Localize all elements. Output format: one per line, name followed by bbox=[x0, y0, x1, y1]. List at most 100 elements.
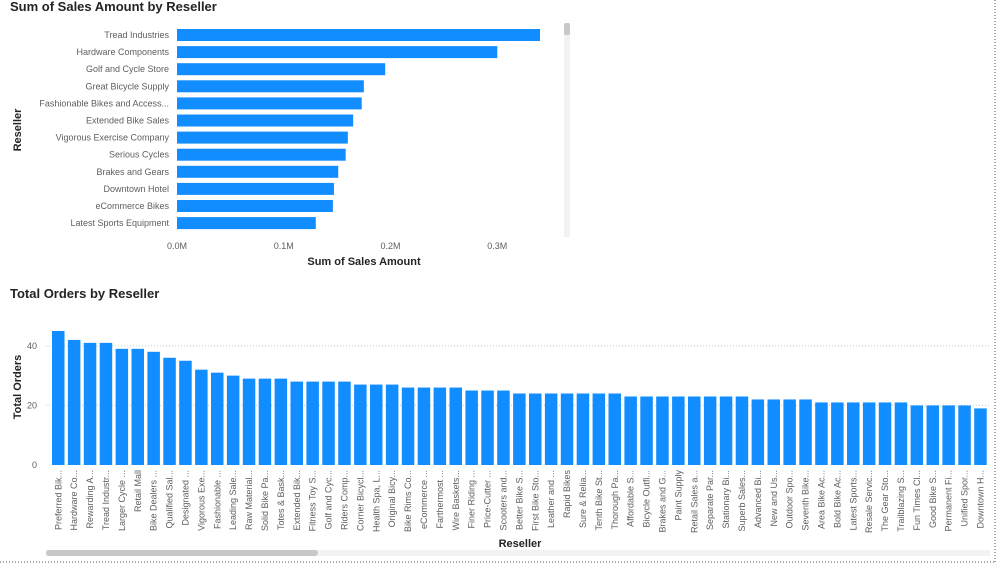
chart2-bar[interactable] bbox=[878, 402, 892, 465]
chart2-bar[interactable] bbox=[783, 399, 796, 465]
chart1-category-labels: Tread Industries Hardware Components Golf … bbox=[39, 30, 169, 228]
chart2-bar[interactable] bbox=[672, 396, 685, 465]
chart2-bar[interactable] bbox=[831, 402, 844, 465]
chart2-bar[interactable] bbox=[640, 396, 653, 465]
chart2-bar[interactable] bbox=[52, 330, 65, 465]
sales-by-reseller-chart: Sum of Sales Amount by Reseller Tread In… bbox=[10, 0, 570, 268]
chart2-category-label: Hardware Co... bbox=[69, 470, 79, 531]
chart2-bar[interactable] bbox=[338, 381, 351, 465]
chart2-bar[interactable] bbox=[974, 408, 987, 465]
chart2-bar[interactable] bbox=[242, 378, 256, 465]
chart1-bar[interactable] bbox=[177, 80, 364, 93]
chart2-x-axis-title: Reseller bbox=[499, 538, 543, 550]
chart1-bar[interactable] bbox=[177, 114, 354, 127]
chart2-bar[interactable] bbox=[958, 405, 971, 465]
chart2-bar[interactable] bbox=[942, 405, 955, 465]
chart2-category-label: Fashionable ... bbox=[212, 470, 222, 529]
chart2-bar[interactable] bbox=[481, 390, 494, 465]
chart2-bar[interactable] bbox=[433, 387, 447, 465]
chart2-category-label: First Bike Sto... bbox=[530, 470, 540, 531]
chart2-category-label: eCommerce ... bbox=[419, 470, 429, 529]
chart2-bar[interactable] bbox=[67, 339, 81, 465]
chart2-bar[interactable] bbox=[401, 387, 415, 465]
chart2-bar[interactable] bbox=[910, 405, 924, 465]
chart2-bar[interactable] bbox=[497, 390, 510, 465]
chart2-bar[interactable] bbox=[560, 393, 574, 465]
chart2-bar[interactable] bbox=[513, 393, 526, 465]
chart2-bar[interactable] bbox=[195, 369, 208, 465]
chart2-bar[interactable] bbox=[751, 399, 765, 465]
chart2-bar[interactable] bbox=[163, 357, 176, 465]
chart2-category-label: Good Bike S... bbox=[928, 470, 938, 528]
chart2-category-label: The Gear Sto... bbox=[880, 470, 890, 532]
chart2-bar[interactable] bbox=[767, 399, 781, 465]
chart2-bar[interactable] bbox=[179, 360, 192, 465]
chart2-bar[interactable] bbox=[274, 378, 288, 465]
chart2-category-label: Permanent Fi... bbox=[944, 470, 954, 532]
chart2-category-label: Bold Bike Ac... bbox=[832, 470, 842, 528]
chart1-x-tick-labels: 0.0M 0.1M 0.2M 0.3M bbox=[167, 241, 507, 251]
chart1-x-tick-label: 0.2M bbox=[381, 241, 401, 251]
chart2-category-label: Seventh Bike... bbox=[801, 470, 811, 531]
chart2-y-axis-title: Total Orders bbox=[12, 355, 24, 420]
chart1-bar[interactable] bbox=[177, 131, 348, 144]
chart2-category-label: Retail Mall bbox=[133, 470, 143, 512]
chart2-bar[interactable] bbox=[290, 381, 304, 465]
chart2-bar[interactable] bbox=[131, 348, 145, 465]
chart1-bar[interactable] bbox=[177, 148, 346, 161]
chart1-scrollbar-thumb[interactable] bbox=[564, 23, 570, 35]
chart2-bar[interactable] bbox=[862, 402, 876, 465]
chart2-scrollbar-thumb[interactable] bbox=[46, 550, 318, 556]
chart1-category-label: eCommerce Bikes bbox=[95, 201, 169, 211]
chart2-bar[interactable] bbox=[926, 405, 940, 465]
chart1-vertical-scrollbar[interactable] bbox=[564, 23, 570, 237]
chart1-bar[interactable] bbox=[177, 165, 339, 178]
chart2-category-label: Totes & Bask... bbox=[276, 470, 286, 530]
chart2-category-label: Vigorous Exe... bbox=[196, 470, 206, 531]
chart2-bar[interactable] bbox=[83, 342, 97, 465]
chart2-bar[interactable] bbox=[306, 381, 319, 465]
chart2-y-tick-label: 20 bbox=[27, 400, 37, 410]
chart2-horizontal-scrollbar[interactable] bbox=[46, 550, 990, 556]
chart2-bar[interactable] bbox=[449, 387, 463, 465]
chart1-bar[interactable] bbox=[177, 182, 334, 195]
chart2-bar[interactable] bbox=[576, 393, 590, 465]
chart2-bar[interactable] bbox=[417, 387, 431, 465]
chart2-bar[interactable] bbox=[385, 384, 399, 465]
chart2-bar[interactable] bbox=[703, 396, 717, 465]
chart2-bar[interactable] bbox=[211, 372, 224, 465]
chart2-bars bbox=[52, 330, 987, 465]
chart2-bar[interactable] bbox=[322, 381, 335, 465]
chart1-bar[interactable] bbox=[177, 217, 316, 230]
chart2-bar[interactable] bbox=[529, 393, 542, 465]
chart2-bar[interactable] bbox=[115, 348, 129, 465]
chart2-bar[interactable] bbox=[370, 384, 383, 465]
chart2-bar[interactable] bbox=[688, 396, 701, 465]
chart2-bar[interactable] bbox=[624, 396, 637, 465]
chart2-bar[interactable] bbox=[592, 393, 606, 465]
chart2-bar[interactable] bbox=[147, 351, 160, 465]
chart2-category-label: Retail Sales a... bbox=[689, 470, 699, 533]
chart2-bar[interactable] bbox=[894, 402, 908, 465]
chart1-bar[interactable] bbox=[177, 46, 498, 59]
chart2-category-label: Rewarding A... bbox=[85, 470, 95, 529]
chart2-bar[interactable] bbox=[99, 342, 113, 465]
chart2-bar[interactable] bbox=[719, 396, 733, 465]
chart2-bar[interactable] bbox=[608, 393, 622, 465]
chart2-category-label: Health Spa, L... bbox=[371, 470, 381, 532]
chart1-x-axis-title: Sum of Sales Amount bbox=[307, 256, 421, 268]
chart2-bar[interactable] bbox=[815, 402, 828, 465]
chart2-bar[interactable] bbox=[799, 399, 812, 465]
chart2-bar[interactable] bbox=[735, 396, 749, 465]
chart2-bar[interactable] bbox=[847, 402, 860, 465]
chart2-bar[interactable] bbox=[226, 375, 240, 465]
chart2-bar[interactable] bbox=[258, 378, 272, 465]
chart1-bar[interactable] bbox=[177, 200, 333, 212]
chart2-bar[interactable] bbox=[354, 384, 367, 465]
chart1-bar[interactable] bbox=[177, 29, 540, 41]
chart1-bar[interactable] bbox=[177, 63, 386, 76]
chart2-bar[interactable] bbox=[544, 393, 558, 465]
chart2-bar[interactable] bbox=[465, 390, 478, 465]
chart2-bar[interactable] bbox=[656, 396, 669, 465]
chart1-bar[interactable] bbox=[177, 97, 362, 110]
